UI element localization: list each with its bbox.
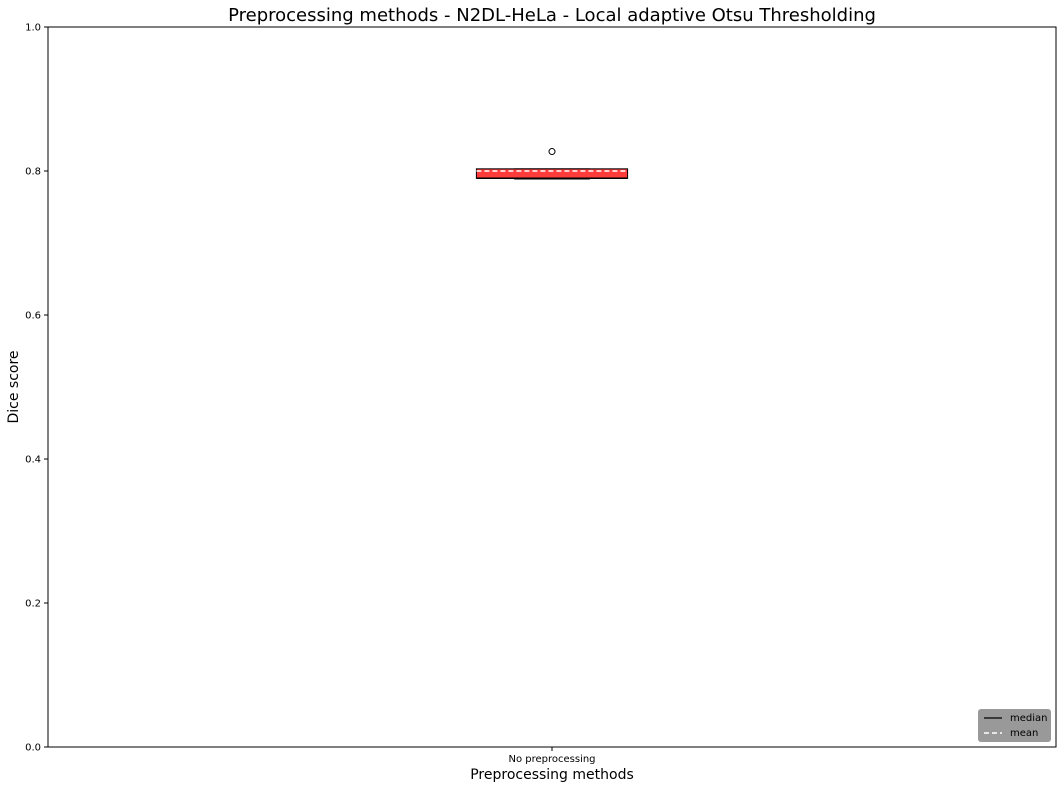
legend: median mean xyxy=(978,709,1051,742)
y-tick-label: 0.6 xyxy=(25,311,41,322)
chart-title: Preprocessing methods - N2DL-HeLa - Loca… xyxy=(228,5,876,26)
y-axis-label: Dice score xyxy=(6,350,22,423)
y-tick-label: 0.0 xyxy=(25,743,41,754)
legend-median-label: median xyxy=(1010,713,1048,724)
y-tick-label: 0.2 xyxy=(25,599,41,610)
y-tick-label: 0.4 xyxy=(25,455,41,466)
outlier-point xyxy=(548,148,556,156)
y-axis: 0.0 0.2 0.4 0.6 0.8 1.0 xyxy=(25,23,48,754)
legend-mean-label: mean xyxy=(1010,728,1038,739)
box xyxy=(475,168,629,179)
boxes-layer xyxy=(475,148,629,180)
y-tick-label: 0.8 xyxy=(25,167,41,178)
x-axis-label: Preprocessing methods xyxy=(470,767,634,783)
y-tick-label: 1.0 xyxy=(25,23,41,34)
x-axis: No preprocessing xyxy=(508,747,596,765)
plot-area xyxy=(47,26,1057,748)
x-tick-label: No preprocessing xyxy=(508,754,595,765)
